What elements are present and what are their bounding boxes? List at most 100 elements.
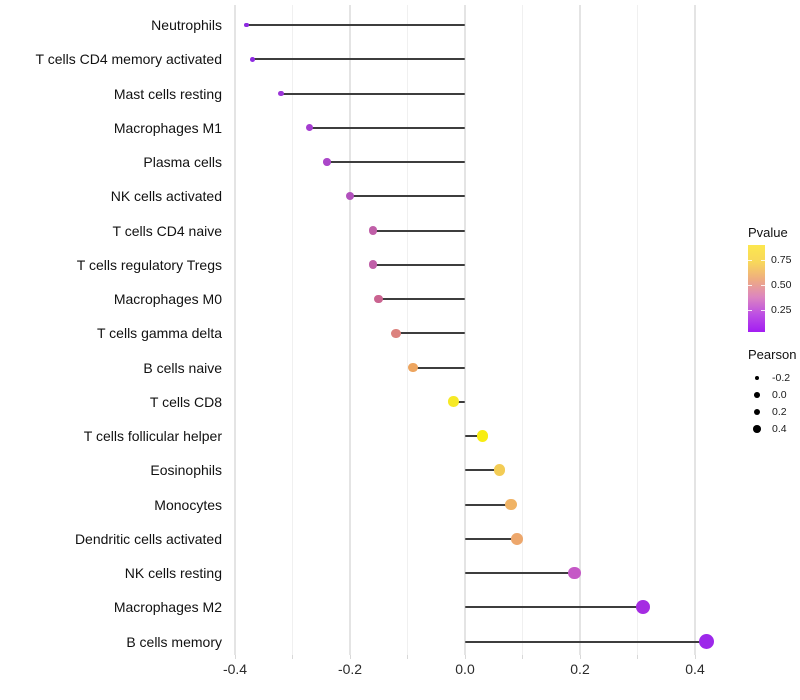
lollipop-dot xyxy=(510,532,523,545)
lollipop-stem xyxy=(465,606,644,609)
lollipop-stem xyxy=(373,229,465,232)
gridline-minor xyxy=(292,5,293,655)
x-axis-tick xyxy=(464,655,466,659)
pvalue-colorbar xyxy=(748,245,765,332)
category-label: Macrophages M0 xyxy=(113,291,222,307)
pearson-size-dot xyxy=(754,392,760,398)
x-axis-tick xyxy=(522,655,523,659)
x-axis-tick xyxy=(292,655,293,659)
category-label: NK cells resting xyxy=(124,565,222,581)
category-label: T cells gamma delta xyxy=(96,325,222,342)
lollipop-stem xyxy=(246,24,465,26)
lollipop-stem xyxy=(350,195,465,198)
lollipop-dot xyxy=(391,328,401,338)
lollipop-stem xyxy=(465,572,575,574)
lollipop-dot xyxy=(278,90,284,97)
lollipop-stem xyxy=(309,126,465,129)
lollipop-stem xyxy=(252,58,465,61)
x-tick-label: -0.4 xyxy=(222,661,248,677)
gridline-major xyxy=(694,5,696,655)
x-tick-label: 0.4 xyxy=(685,661,705,677)
lollipop-dot xyxy=(505,498,517,511)
lollipop-stem xyxy=(378,298,465,300)
gridline-major xyxy=(234,5,236,655)
lollipop-stem xyxy=(465,469,500,472)
lollipop-dot xyxy=(249,56,255,62)
legend-pvalue-title: Pvalue xyxy=(748,225,788,240)
pvalue-colorbar-tick xyxy=(748,285,752,286)
lollipop-stem xyxy=(453,400,465,403)
x-tick-label: -0.2 xyxy=(337,661,363,677)
pearson-size-dot xyxy=(753,408,761,416)
category-label: Macrophages M1 xyxy=(113,119,222,136)
category-label: T cells CD4 memory activated xyxy=(35,51,222,68)
lollipop-dot xyxy=(368,226,378,235)
lollipop-dot xyxy=(699,634,714,649)
category-label: Plasma cells xyxy=(143,154,222,170)
lollipop-stem xyxy=(465,640,707,643)
pearson-size-label: 0.2 xyxy=(772,406,787,418)
pearson-size-dot xyxy=(753,425,761,433)
category-label: Eosinophils xyxy=(150,462,222,479)
gridline-major xyxy=(349,5,351,655)
lollipop-stem xyxy=(373,263,465,266)
lollipop-dot xyxy=(244,22,249,28)
x-axis-tick xyxy=(694,655,696,659)
legend-pearson-title: Pearson xyxy=(748,347,797,362)
lollipop-dot xyxy=(636,600,651,615)
category-label: T cells CD4 naive xyxy=(112,222,222,239)
category-label: B cells memory xyxy=(126,633,222,650)
lollipop-dot xyxy=(408,362,419,373)
pvalue-tick-label: 0.25 xyxy=(771,304,792,316)
x-axis-tick xyxy=(407,655,408,659)
lollipop-dot xyxy=(493,464,506,476)
lollipop-dot xyxy=(374,294,384,304)
category-label: Macrophages M2 xyxy=(113,599,222,616)
pvalue-colorbar-tick xyxy=(761,285,765,286)
category-label: Monocytes xyxy=(154,496,222,513)
lollipop-dot xyxy=(323,158,331,166)
gridline-minor xyxy=(407,5,408,655)
category-label: T cells regulatory Tregs xyxy=(76,256,222,273)
lollipop-stem xyxy=(327,161,465,163)
x-tick-label: 0.2 xyxy=(570,661,590,677)
gridline-minor xyxy=(522,5,523,655)
pearson-size-label: 0.0 xyxy=(772,389,787,401)
lollipop-dot xyxy=(448,396,459,408)
pvalue-colorbar-tick xyxy=(761,310,765,311)
category-label: NK cells activated xyxy=(110,188,222,205)
pearson-size-label: 0.4 xyxy=(772,423,787,435)
gridline-major xyxy=(579,5,581,655)
pvalue-colorbar-tick xyxy=(761,260,765,261)
lollipop-dot xyxy=(476,430,488,442)
x-axis-tick xyxy=(637,655,638,659)
category-label: Dendritic cells activated xyxy=(74,530,222,547)
pvalue-tick-label: 0.50 xyxy=(771,279,792,291)
lollipop-stem xyxy=(465,435,483,437)
category-label: T cells CD8 xyxy=(149,393,222,410)
category-label: T cells follicular helper xyxy=(83,428,222,444)
pvalue-colorbar-tick xyxy=(748,310,752,311)
lollipop-stem xyxy=(281,92,465,95)
lollipop-dot xyxy=(368,260,378,270)
category-label: B cells naive xyxy=(143,359,222,376)
lollipop-stem xyxy=(396,332,465,335)
lollipop-dot xyxy=(306,124,314,132)
x-tick-label: 0.0 xyxy=(455,661,475,677)
x-axis-tick xyxy=(349,655,351,659)
lollipop-stem xyxy=(465,503,511,506)
category-label: Neutrophils xyxy=(151,17,222,33)
gridline-major xyxy=(464,5,466,655)
x-axis-tick xyxy=(579,655,581,659)
lollipop-dot xyxy=(345,192,355,201)
pvalue-tick-label: 0.75 xyxy=(771,254,792,266)
x-axis-tick xyxy=(234,655,236,659)
pvalue-colorbar-tick xyxy=(748,260,752,261)
pearson-size-dot xyxy=(754,375,760,381)
lollipop-stem xyxy=(413,366,465,369)
lollipop-dot xyxy=(567,566,581,580)
pearson-size-label: -0.2 xyxy=(772,372,791,384)
gridline-minor xyxy=(637,5,638,655)
lollipop-stem xyxy=(465,537,517,540)
